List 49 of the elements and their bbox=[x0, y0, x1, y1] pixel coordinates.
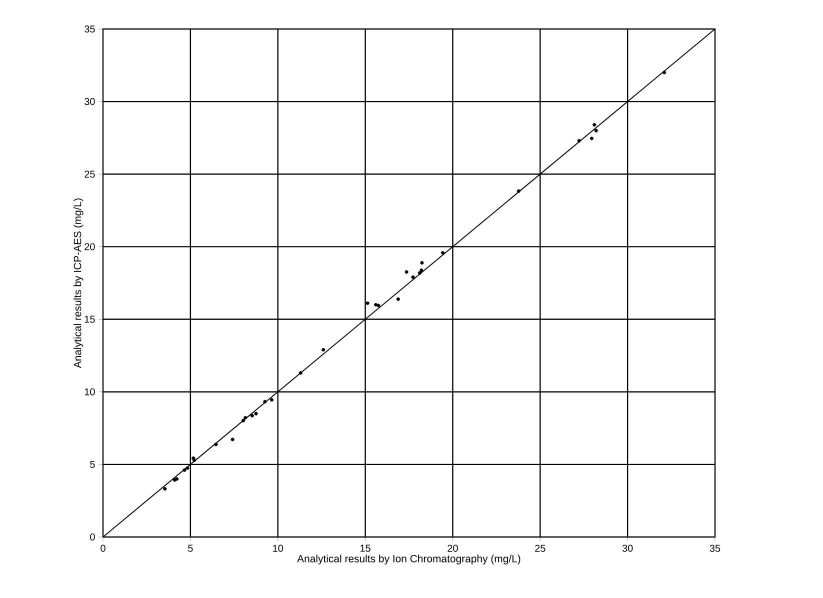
y-tick-label: 10 bbox=[84, 388, 95, 396]
y-axis-title: Analytical results by ICP-AES (mg/L) bbox=[74, 198, 84, 368]
point bbox=[376, 304, 380, 308]
point bbox=[594, 128, 598, 132]
y-tick-label: 15 bbox=[84, 316, 95, 323]
point bbox=[244, 416, 248, 420]
x-tick-label: 10 bbox=[273, 544, 284, 552]
point bbox=[322, 348, 326, 352]
point bbox=[192, 458, 196, 462]
y-tick-label: 20 bbox=[84, 243, 95, 250]
point bbox=[254, 412, 258, 416]
point bbox=[592, 122, 596, 127]
x-tick-label: 35 bbox=[710, 544, 720, 552]
point bbox=[250, 414, 254, 418]
y-tick-label: 35 bbox=[84, 25, 95, 33]
point bbox=[298, 371, 302, 375]
point bbox=[163, 487, 167, 491]
point bbox=[366, 301, 370, 305]
y-tick-label: 25 bbox=[84, 170, 95, 178]
y-tick-label: 5 bbox=[90, 460, 95, 468]
point bbox=[411, 275, 415, 279]
point bbox=[241, 418, 246, 422]
point bbox=[186, 466, 190, 470]
point bbox=[404, 270, 408, 274]
point bbox=[396, 297, 400, 301]
point bbox=[182, 468, 186, 472]
point bbox=[174, 477, 179, 481]
point bbox=[420, 261, 424, 265]
x-tick-label: 25 bbox=[535, 544, 546, 552]
point bbox=[420, 268, 424, 272]
point bbox=[418, 271, 422, 275]
x-tick-label: 5 bbox=[188, 544, 193, 552]
point bbox=[263, 400, 267, 404]
y-tick-label: 30 bbox=[84, 98, 95, 106]
point bbox=[577, 138, 581, 143]
x-tick-label: 0 bbox=[100, 544, 106, 552]
x-axis-title: Analytical results by Ion Chromatography (mg/L) bbox=[297, 554, 520, 564]
point bbox=[516, 189, 520, 193]
point bbox=[230, 438, 234, 442]
point bbox=[270, 398, 274, 402]
x-tick-label: 15 bbox=[360, 544, 370, 552]
point bbox=[374, 302, 378, 307]
point bbox=[662, 70, 666, 74]
point bbox=[590, 136, 594, 140]
point bbox=[214, 442, 218, 446]
x-tick-label: 20 bbox=[448, 544, 458, 552]
point bbox=[440, 251, 445, 255]
x-tick-label: 30 bbox=[622, 544, 633, 552]
y-tick-label: 0 bbox=[90, 533, 95, 541]
